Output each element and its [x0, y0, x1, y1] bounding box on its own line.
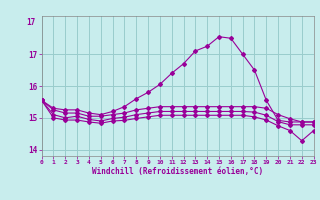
X-axis label: Windchill (Refroidissement éolien,°C): Windchill (Refroidissement éolien,°C)	[92, 167, 263, 176]
Text: 17: 17	[27, 18, 36, 27]
